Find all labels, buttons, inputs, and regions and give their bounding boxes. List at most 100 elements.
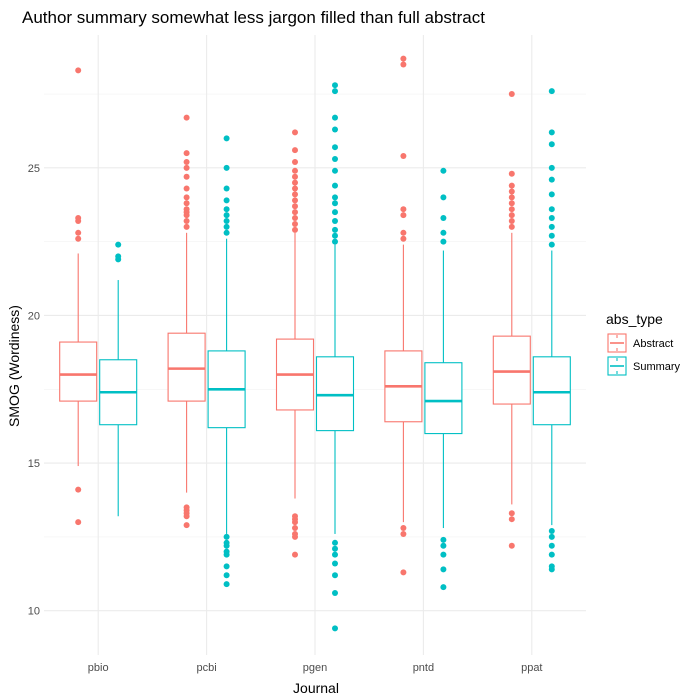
outlier-point [292,167,298,174]
outlier-point [223,533,230,540]
outlier-point [183,223,190,230]
box-summary-pntd [424,167,463,591]
outlier-point [292,209,298,216]
outlier-point [292,513,298,520]
box-iqr [532,356,571,426]
outlier-point [332,226,338,233]
x-tick-labels: pbio pcbi pgen pntd ppat [88,662,543,674]
outlier-point [332,560,338,567]
outlier-point [332,209,338,216]
legend-item-summary: Summary [607,356,681,376]
outlier-point [292,197,298,204]
box-summary-ppat [532,88,571,573]
outlier-point [183,114,190,121]
outlier-point [440,584,447,591]
y-tick-label: 25 [28,163,40,175]
outlier-point [440,215,447,222]
outlier-point [75,486,82,493]
outlier-point [508,182,515,189]
outlier-point [292,129,298,136]
box-abstract-pcbi [167,114,206,529]
outlier-point [223,572,230,579]
grid-lines [44,35,586,655]
outlier-point [292,530,298,537]
outlier-point [400,569,407,576]
outlier-point [115,253,122,260]
outlier-point [292,215,298,222]
y-axis-title: SMOG (Wordiness) [6,305,22,427]
outlier-point [292,203,298,210]
outlier-point [400,229,407,236]
outlier-point [400,525,407,532]
outlier-point [75,519,82,526]
outlier-point [75,67,82,74]
outlier-point [400,206,407,213]
x-axis-title: Journal [293,680,339,696]
box-iqr [59,341,98,402]
outlier-point [508,200,515,207]
legend-label: Summary [633,361,681,373]
outlier-point [292,226,298,233]
box-iqr [315,356,355,432]
outlier-point [508,91,515,98]
box-groups [59,55,571,632]
outlier-point [332,545,338,552]
outlier-point [292,220,298,227]
outlier-point [292,147,298,154]
outlier-point [400,530,407,537]
outlier-point [292,179,298,186]
box-abstract-pgen [275,129,315,558]
outlier-point [548,164,555,171]
outlier-point [223,539,230,546]
outlier-point [292,191,298,198]
outlier-point [508,212,515,219]
outlier-point [115,241,122,248]
outlier-point [508,206,515,213]
outlier-point [440,194,447,201]
outlier-point [400,235,407,242]
legend: abs_type Abstract Summary [606,311,681,376]
outlier-point [332,625,338,632]
box-summary-pgen [315,82,355,632]
outlier-point [508,170,515,177]
box-iqr [492,335,531,405]
x-tick-label: pgen [303,662,327,674]
outlier-point [183,206,190,213]
box-summary-pbio [99,241,138,517]
box-abstract-pntd [384,55,423,576]
outlier-point [548,241,555,248]
outlier-point [223,223,230,230]
outlier-point [223,229,230,236]
y-tick-label: 15 [28,458,40,470]
outlier-point [223,581,230,588]
x-tick-label: pcbi [197,662,217,674]
outlier-point [223,218,230,224]
outlier-point [223,212,230,219]
chart-title: Author summary somewhat less jargon fill… [22,8,485,27]
outlier-point [332,551,338,558]
outlier-point [183,218,190,224]
box-abstract-pbio [59,67,98,526]
legend-title: abs_type [606,311,663,327]
box-abstract-ppat [492,91,531,549]
outlier-point [508,218,515,224]
y-tick-label: 20 [28,310,40,322]
outlier-point [332,82,338,89]
outlier-point [332,238,338,245]
outlier-point [440,566,447,573]
outlier-point [332,194,338,201]
outlier-point [548,563,555,570]
outlier-point [183,504,190,511]
outlier-point [332,590,338,596]
outlier-point [332,144,338,151]
box-iqr [167,332,206,402]
outlier-point [548,223,555,230]
outlier-point [332,218,338,224]
outlier-point [332,167,338,174]
outlier-point [332,572,338,579]
outlier-point [508,516,515,523]
outlier-point [75,235,82,242]
outlier-point [223,563,230,570]
x-tick-label: pbio [88,662,109,674]
